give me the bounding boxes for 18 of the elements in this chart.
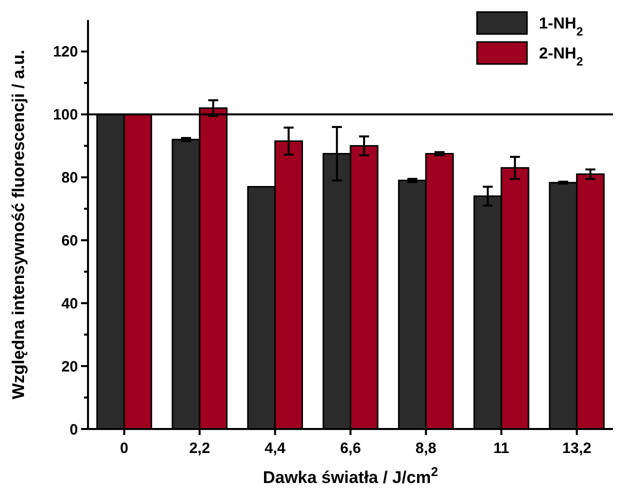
- x-tick-label: 0: [120, 440, 128, 457]
- y-tick-label: 40: [61, 295, 78, 312]
- x-tick-label: 2,2: [189, 440, 210, 457]
- x-tick-label: 4,4: [264, 440, 286, 457]
- y-tick-label: 120: [52, 44, 78, 61]
- x-tick-label: 11: [493, 440, 510, 457]
- x-tick-label: 6,6: [340, 440, 361, 457]
- legend-label: 1-NH$_{2}$: [539, 16, 584, 39]
- y-tick-label: 0: [70, 421, 78, 438]
- x-tick-label: 13,2: [562, 440, 592, 457]
- y-tick-label: 20: [61, 358, 78, 376]
- y-tick-label: 80: [61, 170, 78, 187]
- y-axis-title: Względna intensywność fluorescencji / a.u.: [9, 50, 28, 400]
- y-tick-label: 100: [52, 106, 78, 124]
- y-tick-label: 60: [61, 232, 78, 250]
- x-tick-label: 8,8: [416, 440, 436, 457]
- legend-label: 2-NH$_{2}$: [539, 46, 584, 69]
- x-axis-title: Dawka światła / J/cm$^{2}$: [262, 464, 438, 487]
